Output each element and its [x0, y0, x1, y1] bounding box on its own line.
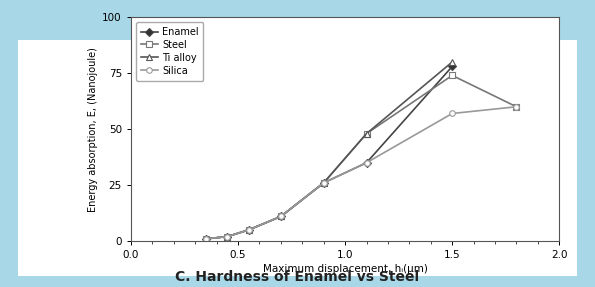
Ti alloy — [224, 235, 231, 238]
Legend: Enamel, Steel, Ti alloy, Silica: Enamel, Steel, Ti alloy, Silica — [136, 22, 203, 81]
Line: Ti alloy: Ti alloy — [203, 59, 455, 242]
Steel — [224, 235, 231, 238]
Ti alloy — [363, 132, 370, 135]
Steel — [449, 74, 456, 77]
Steel — [245, 228, 252, 232]
Steel — [363, 132, 370, 135]
Ti alloy — [449, 60, 456, 64]
X-axis label: Maximum displacement, hᵢ(μm): Maximum displacement, hᵢ(μm) — [262, 264, 428, 274]
Enamel — [320, 181, 327, 185]
Ti alloy — [245, 228, 252, 232]
Enamel — [363, 161, 370, 164]
Silica — [202, 237, 209, 241]
Y-axis label: Energy absorption, E, (Nanojoule): Energy absorption, E, (Nanojoule) — [88, 47, 98, 212]
Silica — [363, 161, 370, 164]
Steel — [202, 237, 209, 241]
Line: Silica: Silica — [203, 104, 519, 242]
Silica — [277, 215, 284, 218]
Line: Steel: Steel — [203, 73, 519, 242]
Enamel — [245, 228, 252, 232]
Line: Enamel: Enamel — [203, 64, 455, 242]
Silica — [513, 105, 520, 108]
Enamel — [277, 215, 284, 218]
Enamel — [202, 237, 209, 241]
Ti alloy — [202, 237, 209, 241]
Enamel — [449, 65, 456, 68]
Silica — [245, 228, 252, 232]
Ti alloy — [277, 215, 284, 218]
Text: C. Hardness of Enamel vs Steel: C. Hardness of Enamel vs Steel — [176, 270, 419, 284]
Steel — [277, 215, 284, 218]
Silica — [224, 235, 231, 238]
Steel — [513, 105, 520, 108]
Steel — [320, 181, 327, 185]
Silica — [320, 181, 327, 185]
Silica — [449, 112, 456, 115]
Enamel — [224, 235, 231, 238]
Ti alloy — [320, 181, 327, 185]
